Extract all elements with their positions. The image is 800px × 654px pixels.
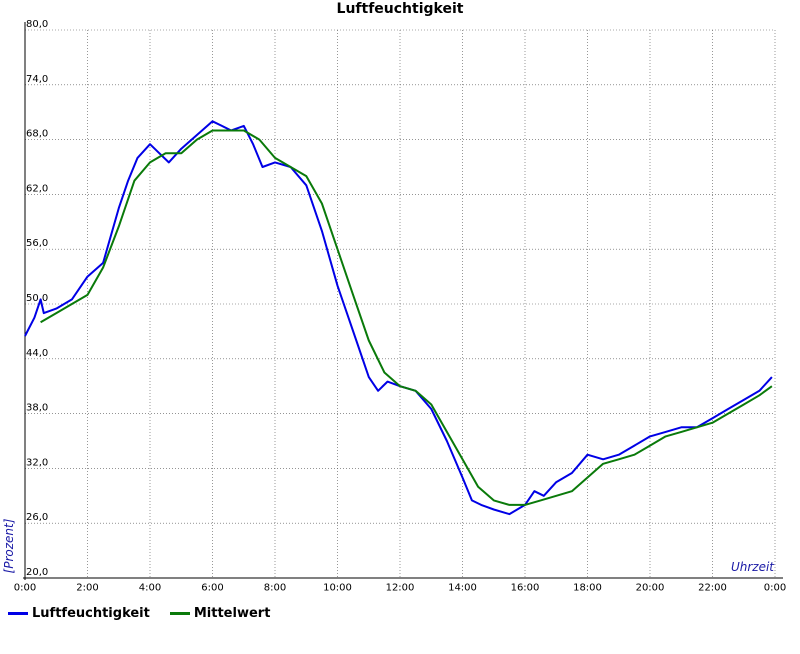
gridlines: [24, 29, 776, 579]
y-tick-label-7: 62,0: [26, 183, 48, 194]
legend: Luftfeuchtigkeit Mittelwert: [8, 606, 270, 621]
x-tick-labels: 0:00 2:00 4:00 6:00 8:00 10:00 12:00 14:00 16:00…: [14, 582, 786, 593]
y-tick-label-2: 32,0: [26, 457, 48, 468]
y-tick-label-9: 74,0: [26, 74, 48, 85]
x-tick-label-7: 14:00: [448, 582, 477, 593]
x-tick-label-8: 16:00: [511, 582, 540, 593]
x-tick-label-3: 6:00: [201, 582, 223, 593]
x-tick-label-0: 0:00: [14, 582, 36, 593]
y-tick-label-6: 56,0: [26, 238, 48, 249]
y-tick-label-5: 50,0: [26, 293, 48, 304]
x-tick-label-1: 2:00: [76, 582, 98, 593]
legend-item-series-0: Luftfeuchtigkeit: [8, 606, 150, 621]
x-tick-label-6: 12:00: [386, 582, 415, 593]
x-axis-label: Uhrzeit: [731, 560, 775, 574]
legend-item-series-1: Mittelwert: [169, 606, 271, 621]
x-tick-label-12: 0:00: [764, 582, 786, 593]
legend-label-0: Luftfeuchtigkeit: [32, 606, 150, 621]
series-line-0: [24, 120, 773, 516]
x-tick-label-9: 18:00: [573, 582, 602, 593]
y-tick-label-8: 68,0: [26, 129, 48, 140]
y-tick-label-10: 80,0: [26, 19, 48, 30]
y-tick-labels: 20,0 26,0 32,0 38,0 44,0 50,0 56,0 62,0 68,0 74,0…: [26, 19, 48, 578]
x-tick-label-4: 8:00: [264, 582, 286, 593]
y-axis-label: [Prozent]: [2, 518, 16, 573]
y-tick-label-3: 38,0: [26, 403, 48, 414]
axes: [23, 22, 783, 580]
legend-swatch-1: [169, 612, 190, 615]
x-tick-label-10: 20:00: [636, 582, 665, 593]
chart-title: Luftfeuchtigkeit: [337, 1, 464, 17]
series-line-1: [40, 129, 773, 506]
series-lines: [24, 120, 773, 516]
x-tick-label-5: 10:00: [323, 582, 352, 593]
y-tick-label-4: 44,0: [26, 348, 48, 359]
x-tick-label-11: 22:00: [698, 582, 727, 593]
legend-label-1: Mittelwert: [193, 606, 271, 621]
x-tick-label-2: 4:00: [139, 582, 161, 593]
y-tick-label-1: 26,0: [26, 512, 48, 523]
legend-swatch-0: [8, 612, 28, 615]
y-tick-label-0: 20,0: [26, 567, 48, 578]
